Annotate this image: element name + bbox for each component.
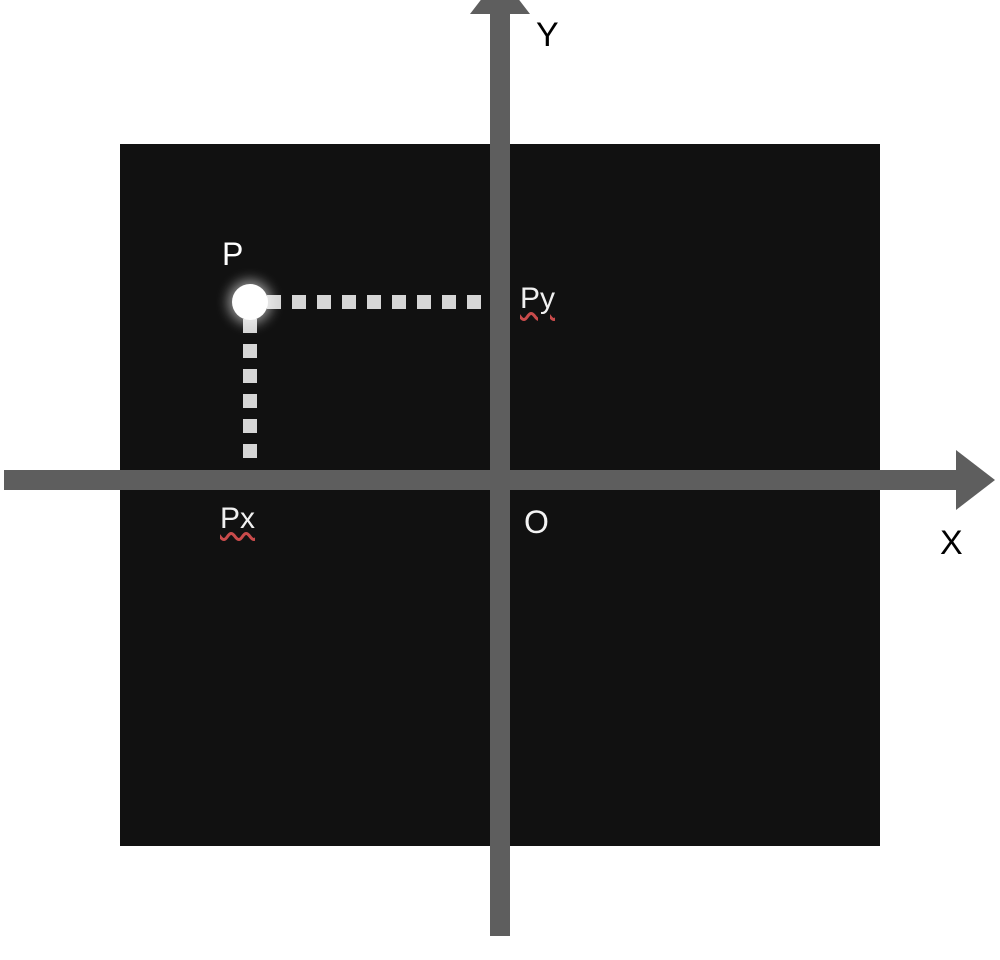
point-p-marker — [232, 284, 268, 320]
y-axis-label: Y — [536, 16, 559, 55]
x-axis-label: X — [940, 524, 963, 563]
py-label-text: Py — [520, 282, 555, 315]
point-p-label: P — [222, 236, 243, 273]
origin-label: O — [524, 504, 549, 541]
y-axis — [490, 14, 510, 936]
py-label: Py — [520, 282, 555, 316]
px-label-text: Px — [220, 502, 255, 535]
diagram-canvas: Y X O P Py Px — [0, 0, 1000, 960]
y-axis-arrow-icon — [470, 0, 530, 14]
x-axis — [4, 470, 956, 490]
px-label: Px — [220, 502, 255, 536]
x-axis-arrow-icon — [956, 450, 995, 510]
